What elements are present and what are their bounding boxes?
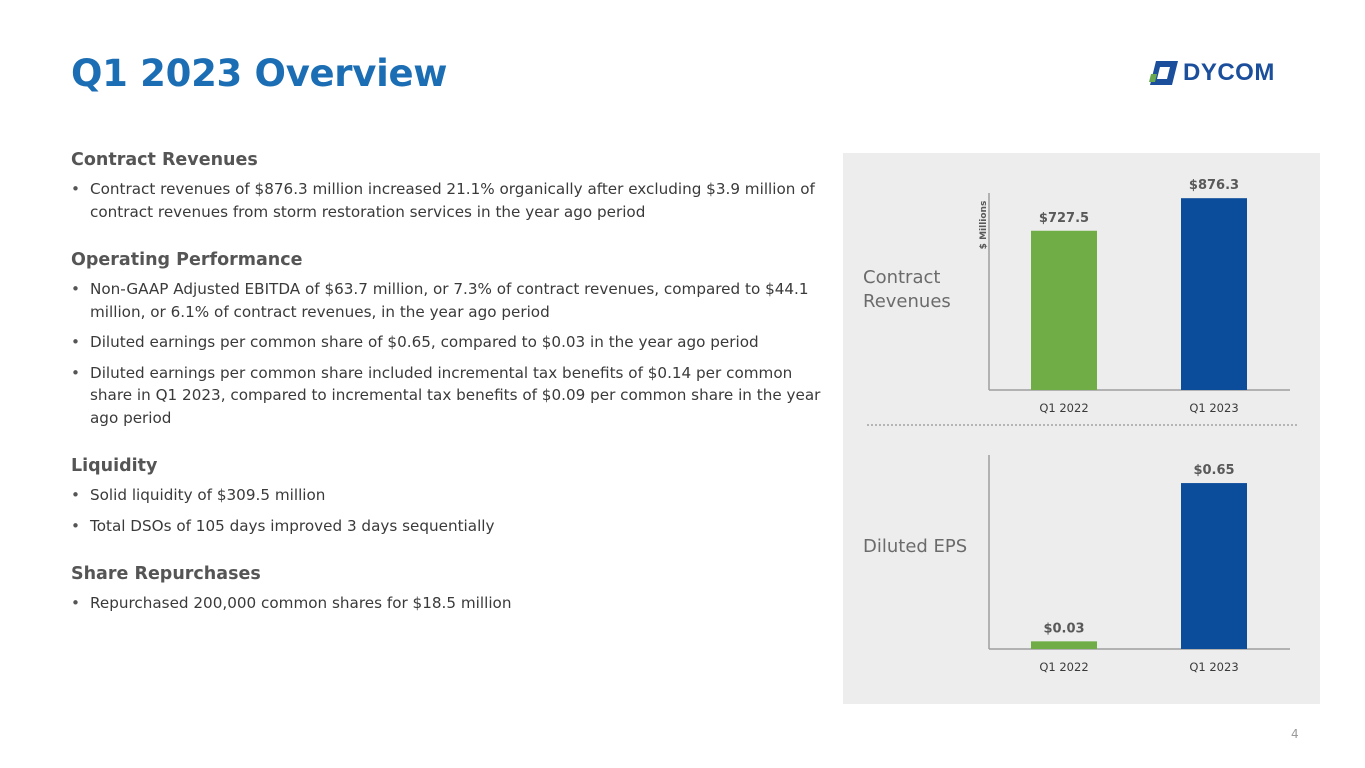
bullet-item: • Repurchased 200,000 common shares for $…	[71, 592, 831, 615]
section-operating-performance: Operating Performance • Non-GAAP Adjusted…	[71, 250, 831, 429]
bullet-item: • Non-GAAP Adjusted EBITDA of $63.7 milli…	[71, 278, 831, 323]
revenues-data-label: $727.5	[1039, 211, 1089, 226]
dycom-logo: DYCOM	[1148, 58, 1275, 88]
revenues-tick-label: Q1 2023	[1189, 401, 1238, 415]
bullet-text: Contract revenues of $876.3 million incr…	[90, 180, 815, 221]
bullet-item: • Diluted earnings per common share inclu…	[71, 362, 831, 430]
bullet-icon: •	[71, 486, 80, 504]
bullet-icon: •	[71, 180, 80, 198]
revenues-tick-label: Q1 2022	[1039, 401, 1088, 415]
page-title: Q1 2023 Overview	[71, 52, 448, 95]
bullet-item: • Solid liquidity of $309.5 million	[71, 484, 831, 507]
bullet-text: Solid liquidity of $309.5 million	[90, 486, 326, 504]
dycom-logo-icon	[1149, 61, 1178, 85]
overview-content: Contract Revenues • Contract revenues of …	[71, 150, 831, 642]
section-share-repurchases: Share Repurchases • Repurchased 200,000 c…	[71, 564, 831, 615]
dycom-logo-text: DYCOM	[1183, 59, 1275, 86]
eps-data-label: $0.65	[1193, 463, 1234, 478]
section-heading: Operating Performance	[71, 250, 303, 270]
charts-panel: $727.5 Q1 2022 $876.3 Q1 2023 $ Millions $0.0…	[843, 153, 1320, 704]
bullet-item: • Contract revenues of $876.3 million inc…	[71, 178, 831, 223]
charts-svg: $727.5 Q1 2022 $876.3 Q1 2023 $ Millions $0.0…	[867, 178, 1298, 674]
eps-tick-label: Q1 2022	[1039, 660, 1088, 674]
section-liquidity: Liquidity • Solid liquidity of $309.5 mil…	[71, 456, 831, 537]
bullet-text: Repurchased 200,000 common shares for $1…	[90, 594, 512, 612]
eps-chart-label: Diluted EPS	[863, 536, 968, 557]
section-heading: Share Repurchases	[71, 564, 261, 584]
bullet-text: Total DSOs of 105 days improved 3 days s…	[90, 516, 495, 535]
bullet-text: Diluted earnings per common share of $0.…	[90, 333, 759, 351]
bullet-text: Diluted earnings per common share includ…	[90, 363, 821, 427]
bullet-item: • Total DSOs of 105 days improved 3 days …	[71, 515, 831, 538]
bullet-icon: •	[71, 333, 80, 351]
eps-bar-q1-2023	[1181, 483, 1247, 649]
bullet-icon: •	[71, 594, 80, 612]
revenues-y-axis-label: $ Millions	[979, 201, 989, 250]
revenues-chart-label: Contract Revenues	[863, 267, 951, 312]
bullet-text: Non-GAAP Adjusted EBITDA of $63.7 millio…	[90, 280, 809, 321]
eps-tick-label: Q1 2023	[1189, 660, 1238, 674]
bullet-item: • Diluted earnings per common share of $0…	[71, 331, 831, 354]
bullet-icon: •	[71, 280, 80, 298]
section-heading: Contract Revenues	[71, 150, 258, 170]
section-heading: Liquidity	[71, 456, 158, 476]
revenues-bar-q1-2022	[1031, 230, 1097, 390]
eps-bar-q1-2022	[1031, 641, 1097, 649]
bullet-icon: •	[71, 516, 80, 535]
bullet-icon: •	[71, 363, 80, 382]
section-contract-revenues: Contract Revenues • Contract revenues of …	[71, 150, 831, 223]
revenues-data-label: $876.3	[1189, 178, 1239, 193]
revenues-bar-q1-2023	[1181, 198, 1247, 390]
eps-data-label: $0.03	[1043, 621, 1084, 636]
page-number: 4	[1291, 727, 1299, 741]
